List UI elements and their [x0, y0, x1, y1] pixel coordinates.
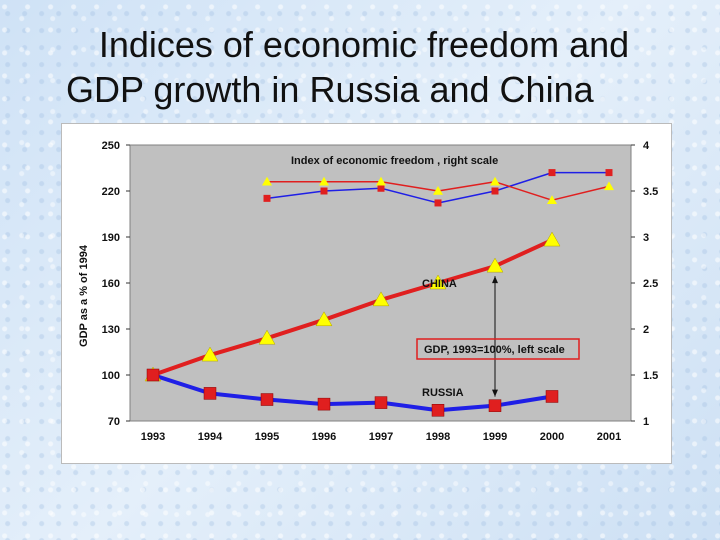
y-tick-label: 250: [102, 140, 120, 152]
x-tick-label: 1997: [369, 431, 393, 443]
china-label: CHINA: [422, 278, 457, 290]
gdp-label-box: [416, 338, 580, 360]
y2-tick-label: 3.5: [643, 186, 658, 198]
data-point-square: [545, 390, 559, 403]
chart-frame: 70 100 130 160 190 220 250 1 1.5 2 2.5 3 3.5 4 1993 199…: [61, 123, 672, 464]
data-point-triangle: [201, 346, 219, 362]
data-point-triangle: [319, 176, 329, 186]
data-point-square: [203, 387, 217, 400]
series-markers: [144, 169, 614, 417]
y2-tick-label: 2.5: [643, 278, 658, 290]
freedom-label: Index of economic freedom , right scale: [291, 155, 498, 167]
y-tick-label: 100: [102, 370, 120, 382]
y-tick-label: 220: [102, 186, 120, 198]
chart-svg: 70 100 130 160 190 220 250 1 1.5 2 2.5 3 3.5 4 1993 199…: [78, 140, 659, 443]
gdp-label: GDP, 1993=100%, left scale: [424, 344, 565, 356]
data-point-square: [605, 169, 613, 177]
data-point-square: [146, 368, 160, 382]
x-tick-label: 1998: [426, 431, 450, 443]
data-point-square: [548, 169, 556, 177]
data-point-triangle: [604, 181, 614, 191]
data-point-square: [491, 187, 499, 195]
x-tick-label: 1999: [483, 431, 507, 443]
axes: 70 100 130 160 190 220 250 1 1.5 2 2.5 3 3.5 4 1993 199…: [102, 140, 659, 443]
x-tick-label: 1993: [141, 431, 165, 443]
gap-arrow-head-down: [492, 389, 498, 397]
data-point-triangle: [372, 291, 390, 307]
x-tick-label: 2001: [597, 431, 621, 443]
data-point-triangle: [486, 257, 504, 273]
y2-tick-label: 1: [643, 416, 649, 428]
russia-label: RUSSIA: [422, 387, 464, 399]
y2-tick-label: 3: [643, 232, 649, 244]
y-tick-label: 160: [102, 278, 120, 290]
data-point-square: [260, 393, 274, 406]
gap-arrow-head-up: [492, 276, 498, 284]
data-point-triangle: [433, 186, 443, 195]
y-axis-label: GDP as a % of 1994: [78, 244, 90, 347]
data-point-square: [377, 184, 385, 192]
data-point-triangle: [262, 176, 272, 186]
data-point-triangle: [547, 195, 557, 204]
y2-tick-label: 4: [643, 140, 650, 152]
data-point-triangle: [429, 274, 447, 290]
data-point-square: [488, 399, 502, 412]
data-point-square: [320, 187, 328, 195]
y-tick-label: 190: [102, 232, 120, 244]
y-tick-label: 70: [108, 416, 120, 428]
x-tick-label: 1995: [255, 431, 279, 443]
data-point-square: [374, 396, 388, 409]
data-point-triangle: [258, 329, 276, 345]
x-tick-label: 2000: [540, 431, 564, 443]
data-point-square: [263, 194, 271, 202]
title-line-2: GDP growth in Russia and China: [66, 69, 594, 110]
series-line-0: [152, 238, 553, 377]
data-point-square: [431, 404, 445, 417]
data-point-triangle: [490, 176, 500, 186]
data-point-square: [317, 397, 331, 411]
y2-tick-label: 1.5: [643, 370, 658, 382]
data-point-square: [434, 199, 442, 207]
data-point-triangle: [315, 311, 333, 327]
annotations: [492, 276, 498, 397]
data-point-triangle: [543, 231, 561, 247]
title-line-1: Indices of economic freedom and: [98, 24, 630, 65]
x-tick-label: 1996: [312, 431, 336, 443]
slide-title: Indices of economic freedom and GDP grow…: [0, 22, 720, 112]
y-tick-label: 130: [102, 324, 120, 336]
y2-tick-label: 2: [643, 324, 649, 336]
x-tick-label: 1994: [198, 431, 223, 443]
series-line-1: [152, 373, 553, 413]
data-point-triangle: [376, 176, 386, 186]
